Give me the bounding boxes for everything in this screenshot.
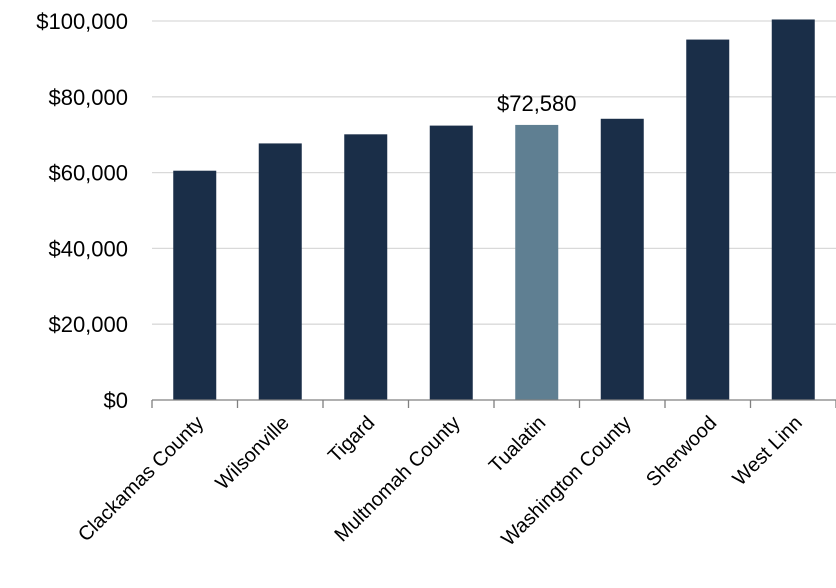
- x-axis-tick-labels: Clackamas County Wilsonville TigardMultnom…: [74, 412, 807, 550]
- x-tick-label: West Linn: [729, 412, 807, 490]
- data-labels: $72,580: [497, 91, 577, 116]
- y-tick-label: $60,000: [48, 161, 128, 186]
- x-tick-label: Clackamas County: [74, 412, 208, 546]
- y-tick-label: $0: [104, 388, 128, 413]
- y-tick-label: $40,000: [48, 236, 128, 261]
- bar: [173, 170, 217, 400]
- x-axis: [151, 399, 836, 408]
- bar: [515, 124, 559, 400]
- x-tick-label: Tigard: [324, 412, 379, 467]
- bar: [429, 125, 473, 400]
- bar: [686, 39, 730, 401]
- y-tick-label: $20,000: [48, 312, 128, 337]
- data-label: $72,580: [497, 91, 577, 116]
- x-tick-label: Wilsonville: [211, 412, 293, 494]
- y-axis-tick-labels: $0 $20,000 $40,000 $60,000 $80,000 $100,000: [36, 9, 128, 413]
- y-tick-label: $80,000: [48, 85, 128, 110]
- bar: [344, 134, 388, 401]
- bars: [173, 19, 815, 401]
- x-tick-label: Sherwood: [642, 412, 721, 491]
- bar: [258, 143, 302, 401]
- x-tick-label: Tualatin: [485, 412, 550, 477]
- bar: [600, 118, 644, 401]
- gridlines: [152, 20, 836, 325]
- y-tick-label: $100,000: [36, 9, 128, 34]
- bar: [771, 19, 815, 400]
